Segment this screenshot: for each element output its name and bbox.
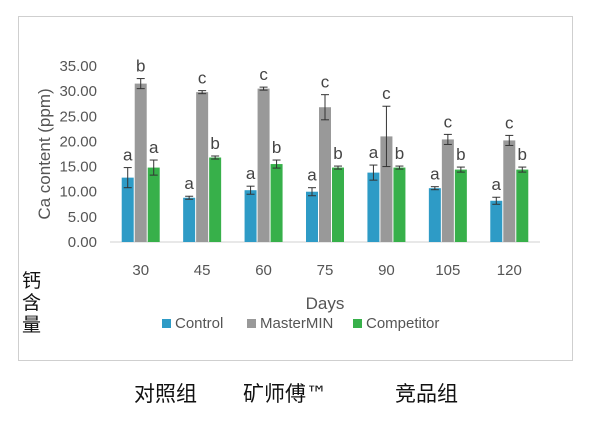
bar-control-105	[428, 188, 441, 242]
bar-control-30	[121, 177, 134, 242]
bar-competitor-120	[516, 169, 529, 242]
legend-label-mastermin: MasterMIN	[260, 315, 333, 332]
y-tick-label: 30.00	[59, 83, 97, 100]
significance-label: a	[246, 164, 256, 183]
significance-label: c	[505, 113, 514, 132]
legend-label-control: Control	[175, 315, 223, 332]
y-axis-title: Ca content (ppm)	[35, 88, 54, 219]
chinese-y-axis-label: 钙含量	[22, 270, 42, 336]
significance-label: b	[333, 144, 342, 163]
significance-label: c	[259, 65, 268, 84]
chinese-label-mastermin: 矿师傅™	[243, 382, 327, 406]
bar-mastermin-120	[503, 140, 516, 242]
significance-label: a	[307, 166, 317, 185]
significance-label: a	[184, 174, 194, 193]
legend-swatch-mastermin	[247, 319, 256, 328]
legend-swatch-competitor	[353, 319, 362, 328]
y-tick-label: 5.00	[68, 209, 97, 226]
significance-label: b	[210, 134, 219, 153]
bar-competitor-45	[209, 157, 222, 242]
chinese-label-competitor: 竞品组	[395, 382, 458, 406]
significance-label: a	[123, 146, 133, 165]
significance-label: a	[149, 138, 159, 157]
y-tick-label: 15.00	[59, 159, 97, 176]
bar-competitor-75	[332, 167, 344, 242]
significance-label: b	[395, 144, 404, 163]
significance-label: a	[492, 175, 502, 194]
y-tick-label: 35.00	[59, 58, 97, 75]
bar-control-120	[490, 200, 503, 242]
bar-mastermin-90	[380, 136, 393, 242]
bar-control-60	[244, 190, 257, 242]
x-axis-title: Days	[306, 294, 345, 313]
significance-label: b	[272, 138, 281, 157]
x-tick-label: 105	[435, 262, 460, 279]
bar-competitor-105	[454, 169, 467, 242]
bar-control-45	[183, 197, 196, 242]
bar-competitor-30	[147, 167, 160, 242]
chinese-label-control: 对照组	[134, 382, 197, 406]
x-tick-label: 30	[132, 262, 149, 279]
bar-mastermin-60	[257, 88, 270, 242]
y-tick-label: 20.00	[59, 133, 97, 150]
x-tick-label: 90	[378, 262, 395, 279]
y-tick-label: 10.00	[59, 184, 97, 201]
significance-label: c	[444, 112, 453, 131]
bar-mastermin-75	[319, 107, 331, 242]
significance-label: a	[369, 143, 379, 162]
significance-label: b	[456, 145, 465, 164]
legend-label-competitor: Competitor	[366, 315, 439, 332]
significance-label: b	[518, 145, 527, 164]
significance-label: c	[198, 69, 207, 88]
bar-control-75	[306, 191, 318, 242]
significance-label: a	[430, 165, 440, 184]
chart-frame	[18, 16, 573, 361]
bar-mastermin-45	[196, 92, 209, 242]
x-tick-label: 120	[497, 262, 522, 279]
bar-mastermin-105	[441, 139, 454, 242]
y-tick-label: 0.00	[68, 234, 97, 251]
significance-label: c	[321, 73, 330, 92]
x-tick-label: 60	[255, 262, 272, 279]
bar-control-90	[367, 172, 380, 242]
x-tick-label: 45	[194, 262, 211, 279]
significance-label: b	[136, 57, 145, 76]
bar-mastermin-30	[134, 83, 147, 242]
y-tick-label: 25.00	[59, 108, 97, 125]
bar-competitor-60	[270, 164, 283, 242]
x-tick-label: 75	[317, 262, 334, 279]
bar-competitor-90	[393, 167, 406, 242]
legend-swatch-control	[162, 319, 171, 328]
significance-label: c	[382, 84, 391, 103]
